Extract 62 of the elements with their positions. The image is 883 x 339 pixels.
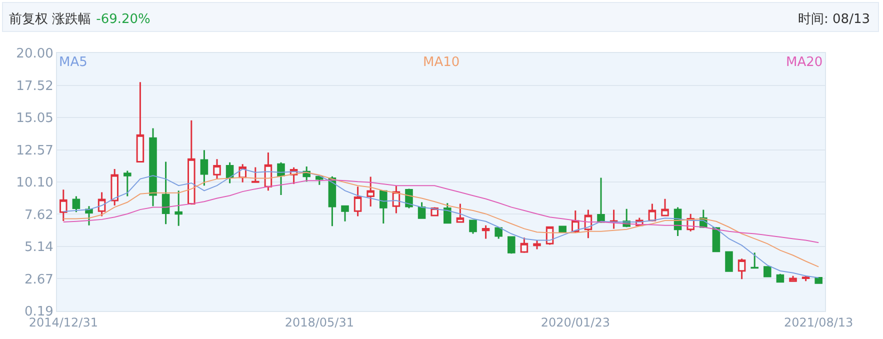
y-tick-label: 7.62 <box>24 208 54 223</box>
y-tick-label: 15.05 <box>16 111 54 126</box>
y-tick-label: 12.57 <box>16 143 54 158</box>
line-series <box>62 179 820 244</box>
x-tick-label: 2020/01/23 <box>540 315 610 330</box>
y-tick-label: 20.00 <box>16 46 54 62</box>
candlestick <box>610 209 618 230</box>
candlestick <box>188 120 196 206</box>
candlestick <box>764 265 772 278</box>
y-tick-label: 2.67 <box>24 272 54 288</box>
candlestick <box>494 226 502 240</box>
candlestick <box>508 236 516 254</box>
candlestick <box>110 168 118 206</box>
candlestick <box>661 198 669 217</box>
y-tick-label: 5.14 <box>24 240 54 256</box>
candlestick <box>533 240 541 250</box>
candlestick <box>72 196 80 213</box>
text: MA10 <box>423 55 460 70</box>
candlestick <box>98 191 106 217</box>
candlestick <box>789 275 797 283</box>
candlestick <box>136 81 144 164</box>
candlestick <box>124 170 132 198</box>
candlestick <box>456 203 464 224</box>
candlestick <box>341 204 349 222</box>
candlestick <box>469 220 477 235</box>
x-tick-label: 2014/12/31 <box>28 315 98 330</box>
y-tick-label: 17.52 <box>16 78 54 94</box>
text: MA20 <box>786 55 823 70</box>
candlestick <box>418 202 426 220</box>
candlestick <box>430 206 438 217</box>
text: MA5 <box>59 55 88 70</box>
candlestick <box>648 203 656 222</box>
chart-subtitle: -69.20% <box>96 12 150 27</box>
candlestick <box>738 258 746 280</box>
candlestick <box>213 158 221 180</box>
text: 时间: 08/13 <box>798 11 870 28</box>
x-tick-label: 2021/08/13 <box>784 315 854 330</box>
candlestick <box>520 236 528 254</box>
candlestick <box>776 273 784 283</box>
candlestick <box>572 210 580 234</box>
candlestick <box>328 176 336 227</box>
candlestick <box>725 251 733 273</box>
candlestick <box>149 128 157 207</box>
candlestick <box>60 188 68 222</box>
candlestick <box>252 166 260 184</box>
candlestick <box>380 190 388 224</box>
candlestick <box>277 162 285 196</box>
candlestick <box>85 205 93 226</box>
candlestick <box>814 276 822 284</box>
candlestick <box>482 224 490 240</box>
candlestick <box>354 186 362 217</box>
candlestick <box>750 252 758 270</box>
candlestick <box>366 176 374 208</box>
candlestick <box>174 190 182 227</box>
candlestick <box>200 149 208 186</box>
candlestick <box>597 177 605 223</box>
chart-title: 前复权 涨跌幅 <box>9 12 92 27</box>
y-tick-label: 10.10 <box>16 175 54 190</box>
candlestick <box>162 161 170 225</box>
candlestick <box>226 162 234 184</box>
x-tick-label: 2018/05/31 <box>284 315 354 330</box>
candlestick <box>444 202 452 224</box>
